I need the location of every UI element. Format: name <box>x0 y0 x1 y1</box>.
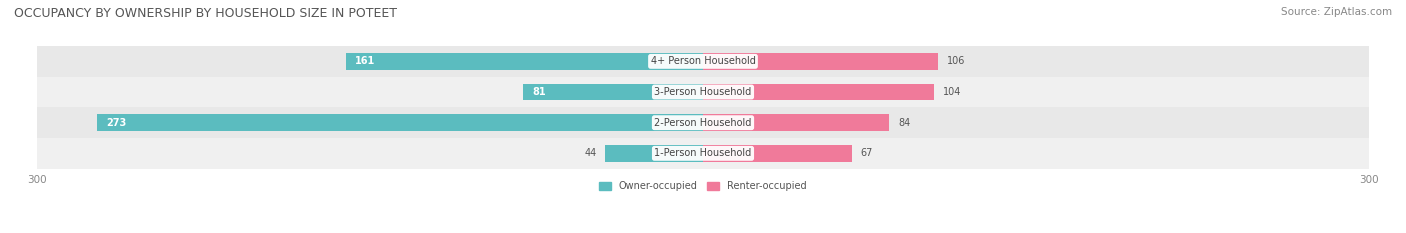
Text: OCCUPANCY BY OWNERSHIP BY HOUSEHOLD SIZE IN POTEET: OCCUPANCY BY OWNERSHIP BY HOUSEHOLD SIZE… <box>14 7 396 20</box>
Text: 273: 273 <box>105 118 127 128</box>
Text: 161: 161 <box>354 56 375 66</box>
Legend: Owner-occupied, Renter-occupied: Owner-occupied, Renter-occupied <box>596 178 810 195</box>
Text: 2-Person Household: 2-Person Household <box>654 118 752 128</box>
Bar <box>703 145 852 162</box>
Bar <box>703 53 938 70</box>
Text: 104: 104 <box>942 87 962 97</box>
Text: 44: 44 <box>585 148 596 158</box>
Text: Source: ZipAtlas.com: Source: ZipAtlas.com <box>1281 7 1392 17</box>
Text: 3-Person Household: 3-Person Household <box>654 87 752 97</box>
Bar <box>97 114 703 131</box>
Bar <box>37 138 1369 169</box>
Bar <box>523 84 703 100</box>
Bar <box>703 84 934 100</box>
Bar <box>346 53 703 70</box>
Bar <box>37 46 1369 77</box>
Bar <box>37 107 1369 138</box>
Bar <box>37 77 1369 107</box>
Text: 81: 81 <box>531 87 546 97</box>
Text: 106: 106 <box>948 56 966 66</box>
Bar <box>703 114 890 131</box>
Text: 84: 84 <box>898 118 911 128</box>
Text: 67: 67 <box>860 148 873 158</box>
Bar <box>606 145 703 162</box>
Text: 1-Person Household: 1-Person Household <box>654 148 752 158</box>
Text: 4+ Person Household: 4+ Person Household <box>651 56 755 66</box>
